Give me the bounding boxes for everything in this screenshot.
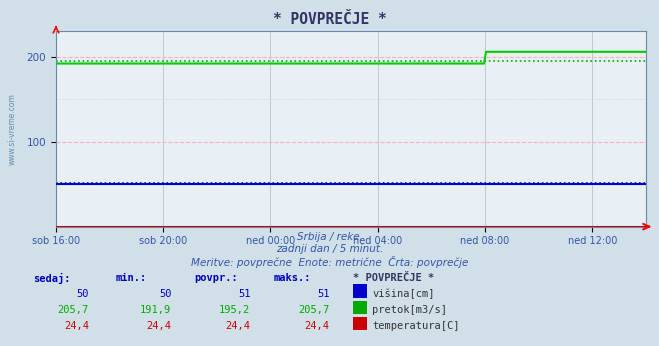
Text: zadnji dan / 5 minut.: zadnji dan / 5 minut.: [276, 244, 383, 254]
Text: maks.:: maks.:: [273, 273, 311, 283]
Text: 195,2: 195,2: [219, 305, 250, 315]
Text: 50: 50: [76, 289, 89, 299]
Text: sedaj:: sedaj:: [33, 273, 71, 284]
Text: povpr.:: povpr.:: [194, 273, 238, 283]
Text: 50: 50: [159, 289, 171, 299]
Text: * POVPREČJE *: * POVPREČJE *: [353, 273, 434, 283]
Text: www.si-vreme.com: www.si-vreme.com: [7, 93, 16, 165]
Text: Meritve: povprečne  Enote: metrične  Črta: povprečje: Meritve: povprečne Enote: metrične Črta:…: [191, 256, 468, 268]
Text: 24,4: 24,4: [146, 321, 171, 331]
Text: temperatura[C]: temperatura[C]: [372, 321, 460, 331]
Text: višina[cm]: višina[cm]: [372, 289, 435, 299]
Text: 24,4: 24,4: [64, 321, 89, 331]
Text: Srbija / reke.: Srbija / reke.: [297, 232, 362, 242]
Text: 51: 51: [317, 289, 330, 299]
Text: * POVPREČJE *: * POVPREČJE *: [273, 12, 386, 27]
Text: min.:: min.:: [115, 273, 146, 283]
Text: 24,4: 24,4: [304, 321, 330, 331]
Text: 205,7: 205,7: [58, 305, 89, 315]
Text: 24,4: 24,4: [225, 321, 250, 331]
Text: 205,7: 205,7: [299, 305, 330, 315]
Text: 191,9: 191,9: [140, 305, 171, 315]
Text: pretok[m3/s]: pretok[m3/s]: [372, 305, 447, 315]
Text: 51: 51: [238, 289, 250, 299]
